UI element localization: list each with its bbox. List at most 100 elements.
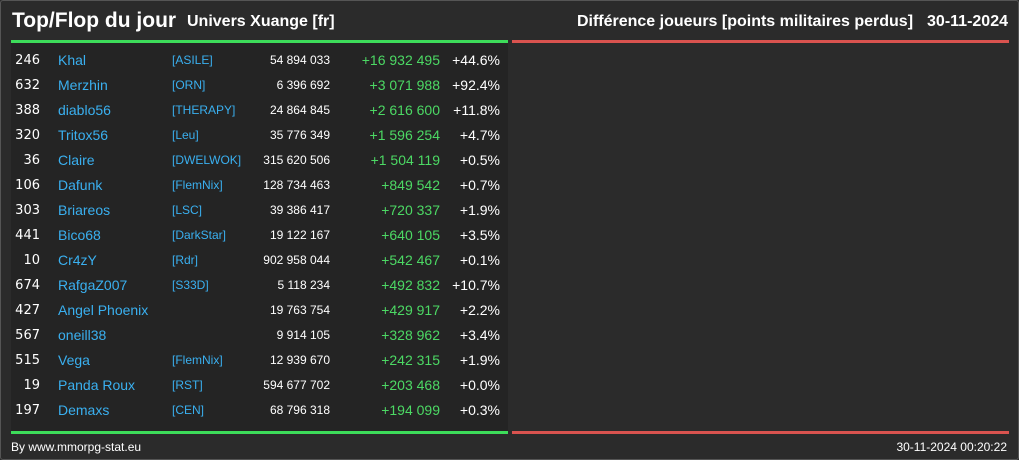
daily-percent: +3.4% [459, 327, 500, 343]
alliance-tag-link[interactable]: [DarkStar] [172, 228, 227, 242]
table-row: 19 Panda Roux [RST] 594 677 702 +203 468 +0.0… [11, 373, 508, 398]
player-name-link[interactable]: Bico68 [58, 227, 101, 243]
table-row: 197 Demaxs [CEN] 68 796 318 +194 099 +0.3% [11, 398, 508, 423]
player-rank: 320 [15, 128, 40, 143]
player-name-link[interactable]: Briareos [58, 202, 111, 218]
alliance-tag-link[interactable]: [CEN] [172, 403, 205, 417]
flop-panel [512, 40, 1009, 434]
military-points-total: 128 734 463 [263, 178, 330, 192]
military-points-total: 5 118 234 [277, 278, 331, 292]
alliance-tag-link[interactable]: [THERAPY] [172, 103, 236, 117]
daily-difference: +1 596 254 [369, 127, 440, 143]
flop-panel-top-rule [512, 40, 1009, 43]
table-row: 106 Dafunk [FlemNix] 128 734 463 +849 542 +0.… [11, 173, 508, 198]
top-player-list: 246 Khal [ASILE] 54 894 033 +16 932 495 +44.6… [11, 48, 508, 423]
alliance-tag-link[interactable]: [Leu] [172, 128, 199, 142]
player-name-link[interactable]: oneill38 [58, 327, 107, 343]
source-credit: By www.mmorpg-stat.eu [11, 440, 142, 454]
military-points-total: 12 939 670 [269, 353, 330, 367]
daily-difference: +542 467 [381, 252, 440, 268]
player-rank: 441 [15, 228, 40, 243]
military-points-total: 39 386 417 [269, 203, 330, 217]
alliance-tag-link[interactable]: [ORN] [172, 78, 206, 92]
table-row: 632 Merzhin [ORN] 6 396 692 +3 071 988 +92.4% [11, 73, 508, 98]
alliance-tag-link[interactable]: [LSC] [172, 203, 203, 217]
player-name-link[interactable]: diablo56 [58, 102, 111, 118]
daily-difference: +194 099 [381, 402, 440, 418]
table-row: 515 Vega [FlemNix] 12 939 670 +242 315 +1.9% [11, 348, 508, 373]
daily-percent: +44.6% [452, 52, 500, 68]
player-rank: 515 [15, 353, 40, 368]
daily-difference: +16 932 495 [361, 52, 440, 68]
daily-difference: +2 616 600 [369, 102, 440, 118]
military-points-total: 315 620 506 [263, 153, 330, 167]
alliance-tag-link[interactable]: [FlemNix] [172, 178, 223, 192]
player-name-link[interactable]: Khal [58, 52, 87, 68]
player-name-link[interactable]: Claire [58, 152, 95, 168]
top-panel-bottom-rule [11, 431, 508, 434]
player-rank: 197 [15, 403, 40, 418]
page-title: Top/Flop du jour [12, 9, 177, 32]
military-points-total: 68 796 318 [269, 403, 330, 417]
table-row: 674 RafgaZ007 [S33D] 5 118 234 +492 832 +10.7… [11, 273, 508, 298]
alliance-tag-link[interactable]: [ASILE] [172, 53, 213, 67]
player-name-link[interactable]: Cr4zY [58, 252, 97, 268]
player-rank: 427 [15, 303, 40, 318]
daily-difference: +1 504 119 [370, 152, 440, 168]
player-name-link[interactable]: Demaxs [58, 402, 110, 418]
daily-difference: +242 315 [381, 352, 440, 368]
table-row: 427 Angel Phoenix 19 763 754 +429 917 +2.2% [11, 298, 508, 323]
military-points-total: 19 122 167 [269, 228, 330, 242]
daily-percent: +0.3% [459, 402, 500, 418]
flop-panel-bottom-rule [512, 431, 1009, 434]
table-row: 303 Briareos [LSC] 39 386 417 +720 337 +1.9% [11, 198, 508, 223]
military-points-total: 19 763 754 [269, 303, 330, 317]
table-row: 320 Tritox56 [Leu] 35 776 349 +1 596 254 +4.7… [11, 123, 508, 148]
military-points-total: 54 894 033 [269, 53, 330, 67]
player-rank: 36 [23, 153, 40, 168]
player-name-link[interactable]: Tritox56 [58, 127, 109, 143]
player-name-link[interactable]: Angel Phoenix [58, 302, 149, 318]
player-rank: 674 [15, 278, 40, 293]
top-panel-top-rule [11, 40, 508, 43]
player-name-link[interactable]: Merzhin [58, 77, 108, 93]
table-row: 246 Khal [ASILE] 54 894 033 +16 932 495 +44.6… [11, 48, 508, 73]
daily-percent: +10.7% [452, 277, 500, 293]
alliance-tag-link[interactable]: [Rdr] [172, 253, 199, 267]
military-points-total: 9 914 105 [276, 328, 330, 342]
player-name-link[interactable]: Vega [58, 352, 90, 368]
player-name-link[interactable]: Dafunk [58, 177, 103, 193]
daily-percent: +11.8% [453, 102, 500, 118]
daily-difference: +720 337 [381, 202, 440, 218]
alliance-tag-link[interactable]: [RST] [172, 378, 203, 392]
alliance-tag-link[interactable]: [S33D] [172, 278, 209, 292]
player-rank: 303 [15, 203, 40, 218]
table-row: 441 Bico68 [DarkStar] 19 122 167 +640 105 +3.… [11, 223, 508, 248]
player-name-link[interactable]: Panda Roux [58, 377, 136, 393]
top-panel [11, 40, 508, 434]
metric-label: Différence joueurs [points militaires pe… [576, 13, 914, 30]
daily-difference: +492 832 [381, 277, 440, 293]
daily-difference: +3 071 988 [369, 77, 440, 93]
daily-percent: +0.1% [459, 252, 500, 268]
player-rank: 106 [15, 178, 40, 193]
player-rank: 10 [23, 253, 40, 268]
player-rank: 567 [15, 328, 40, 343]
table-row: 567 oneill38 9 914 105 +328 962 +3.4% [11, 323, 508, 348]
player-rank: 388 [15, 103, 40, 118]
daily-difference: +203 468 [381, 377, 440, 393]
daily-difference: +640 105 [381, 227, 440, 243]
player-name-link[interactable]: RafgaZ007 [58, 277, 128, 293]
daily-percent: +1.9% [459, 352, 500, 368]
daily-percent: +1.9% [459, 202, 500, 218]
player-rank: 246 [15, 53, 40, 68]
alliance-tag-link[interactable]: [DWELWOK] [172, 153, 242, 167]
military-points-total: 35 776 349 [269, 128, 330, 142]
alliance-tag-link[interactable]: [FlemNix] [172, 353, 223, 367]
daily-difference: +328 962 [381, 327, 440, 343]
generated-timestamp: 30-11-2024 00:20:22 [896, 440, 1007, 454]
header-date: 30-11-2024 [927, 13, 1008, 30]
player-rank: 19 [23, 378, 40, 393]
daily-percent: +2.2% [459, 302, 500, 318]
